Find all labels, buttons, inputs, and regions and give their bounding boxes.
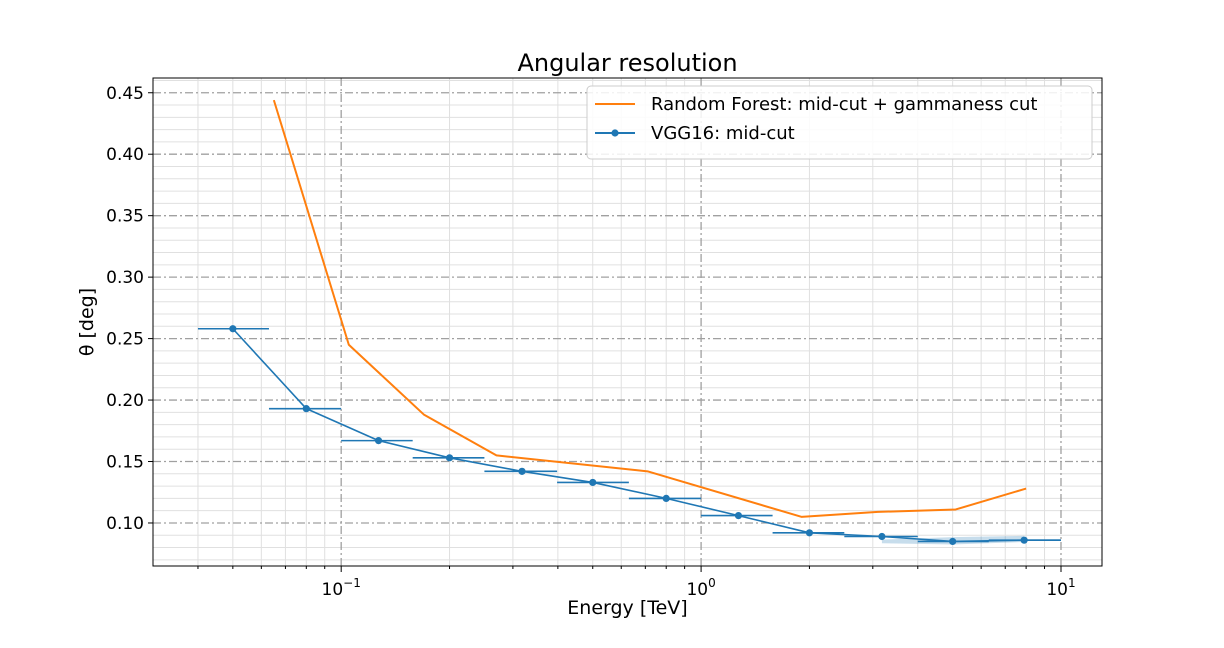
vgg16-data-point	[229, 325, 237, 333]
vgg16-data-point	[589, 478, 597, 487]
x-tick-label: 100	[686, 576, 715, 600]
y-tick-label: 0.15	[106, 453, 144, 473]
y-tick-label: 0.35	[106, 207, 144, 227]
y-tick-label: 0.30	[106, 268, 144, 288]
legend: Random Forest: mid-cut + gammaness cut VG…	[586, 85, 1093, 160]
legend-marker-sample	[611, 129, 619, 137]
chart-title: Angular resolution	[517, 49, 737, 77]
tick-layer: 0.10 0.15 0.20 0.25 0.30 0.35 0.40 0.45 10−1 100 1…	[106, 84, 1075, 600]
vgg16-data-point	[805, 529, 814, 537]
vgg16-data-point	[374, 437, 383, 445]
y-tick-label: 0.40	[106, 145, 144, 165]
y-tick-label: 0.20	[106, 391, 144, 411]
y-tick-label: 0.25	[106, 330, 144, 350]
vgg16-data-point	[662, 494, 670, 502]
legend-box	[586, 85, 1093, 160]
vgg16-data-point	[302, 405, 310, 413]
y-axis-label: θ [deg]	[76, 288, 98, 356]
y-tick-label: 0.10	[106, 514, 144, 534]
legend-entry-label: Random Forest: mid-cut + gammaness cut	[651, 94, 1038, 115]
x-tick-label: 101	[1046, 576, 1075, 600]
x-tick-label: 10−1	[322, 576, 361, 600]
vgg16-data-point	[518, 467, 526, 475]
vgg16-data-point	[734, 512, 743, 520]
x-axis-label: Energy [TeV]	[567, 597, 687, 619]
plot-frame	[152, 77, 1103, 567]
series-layer	[197, 99, 1061, 546]
vgg16-data-point	[949, 537, 957, 546]
series-line-random-forest	[272, 99, 1027, 518]
vgg16-data-point	[445, 454, 454, 462]
y-tick-label: 0.45	[106, 84, 144, 104]
vgg16-data-point	[1020, 536, 1028, 544]
vgg16-data-point	[878, 532, 886, 541]
legend-entry-label: VGG16: mid-cut	[651, 123, 795, 144]
